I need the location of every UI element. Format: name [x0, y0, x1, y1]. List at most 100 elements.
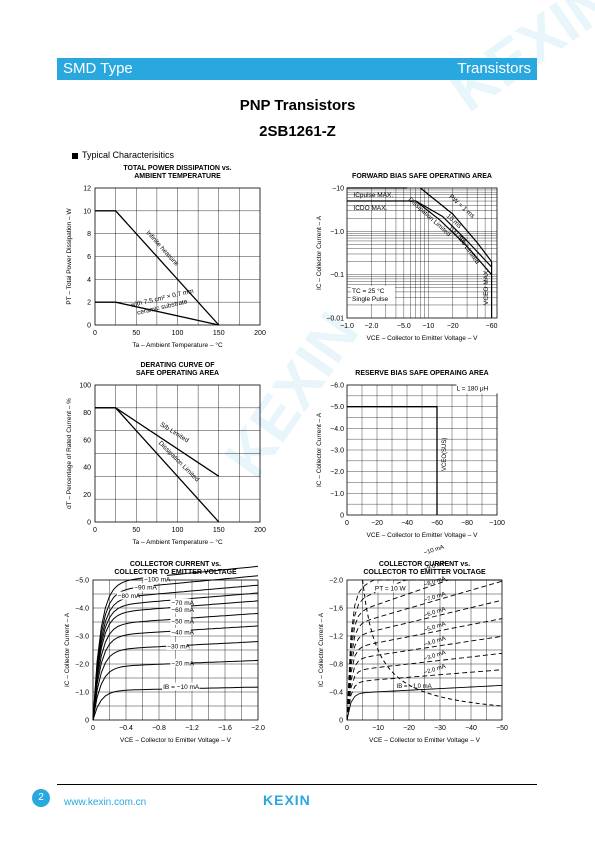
- section-heading-text: Typical Characterisitics: [82, 150, 175, 160]
- label-bg: [374, 583, 405, 593]
- x-tick-label: −20: [403, 725, 415, 732]
- y-tick-label: −1.0: [330, 229, 344, 236]
- y-tick-label: 2: [87, 300, 91, 307]
- curve-label: −6.0 mA: [423, 607, 446, 620]
- part-number: 2SB1261-Z: [259, 123, 336, 140]
- series-line: [95, 407, 220, 523]
- y-tick-label: −5.0: [75, 578, 89, 585]
- curve-label: −8.0 mA: [423, 576, 446, 589]
- y-tick-label: 40: [83, 465, 91, 472]
- y-tick-label: 0: [339, 718, 343, 725]
- curve-label: −100 mA: [144, 576, 171, 583]
- chart-title: AMBIENT TEMPERATURE: [134, 173, 221, 180]
- label-inductance: L = 180 μH: [457, 385, 489, 392]
- curve-label: −60 mA: [171, 607, 194, 614]
- x-tick-label: −5.0: [397, 323, 411, 330]
- series-line: [420, 187, 493, 262]
- y-tick-label: −1.6: [329, 606, 343, 613]
- ic-curve: [346, 684, 503, 721]
- ic-curve: [346, 635, 503, 721]
- x-axis-label: Ta – Ambient Temperature – °C: [132, 538, 223, 546]
- x-tick-label: −80: [461, 520, 473, 527]
- series-line: [347, 406, 438, 515]
- page-title: PNP Transistors: [239, 97, 356, 114]
- chart-reverse-soa: RESERVE BIAS SAFE OPERAING AREA VCE – Col…: [316, 370, 505, 539]
- x-tick-label: 0: [91, 725, 95, 732]
- ic-curve: [346, 579, 502, 721]
- chart-ic-vce-left: COLLECTOR CURRENT vs.COLLECTOR TO EMITTE…: [64, 561, 265, 744]
- chart-title: DERATING CURVE OF: [140, 362, 215, 369]
- label-bg: [170, 605, 191, 614]
- label-icdo: ICDO MAX.: [353, 205, 387, 212]
- x-tick-label: 0: [93, 527, 97, 534]
- header-left: SMD Type: [63, 60, 133, 77]
- y-axis-label: IC – Collector Current – A: [318, 612, 325, 687]
- y-tick-label: −6.0: [330, 383, 344, 390]
- y-tick-label: −2.0: [329, 578, 343, 585]
- label-tc: TC = 25 °C: [352, 287, 385, 295]
- x-tick-label: 200: [254, 527, 266, 534]
- y-tick-label: 80: [83, 410, 91, 417]
- x-tick-label: −2.0: [365, 323, 379, 330]
- power-hyperbola: [362, 579, 503, 707]
- y-tick-label: 0: [87, 520, 91, 527]
- x-axis-label: VCE – Collector to Emitter Voltage – V: [369, 737, 481, 744]
- label-bg: [162, 682, 200, 691]
- label-bg: [116, 591, 138, 600]
- y-tick-label: −0.01: [326, 316, 344, 323]
- footer-url[interactable]: www.kexin.com.cn: [64, 797, 147, 808]
- plot-frame: [346, 187, 498, 319]
- x-tick-label: −60: [486, 323, 498, 330]
- ic-curve: [346, 579, 502, 721]
- series-line: [415, 200, 493, 276]
- y-tick-label: −3.0: [330, 448, 344, 455]
- y-tick-label: −3.0: [75, 634, 89, 641]
- x-tick-label: −60: [431, 520, 443, 527]
- x-tick-label: 50: [132, 330, 140, 337]
- header-banner: SMD Type Transistors: [57, 58, 537, 80]
- x-tick-label: −100: [489, 520, 505, 527]
- label-single-pulse: Single Pulse: [352, 296, 389, 303]
- y-tick-label: −5.0: [330, 404, 344, 411]
- x-tick-label: 100: [172, 330, 184, 337]
- chart-title: COLLECTOR TO EMITTER VOLTAGE: [114, 569, 237, 576]
- x-tick-label: −20: [447, 323, 459, 330]
- y-tick-label: 100: [79, 383, 91, 390]
- curve-label: −30 mA: [167, 644, 190, 651]
- y-tick-label: −0.4: [329, 690, 343, 697]
- curve-label: −7.0 mA: [423, 591, 446, 604]
- chart-power-dissipation: TOTAL POWER DISSIPATION vs.AMBIENT TEMPE…: [66, 165, 266, 349]
- chart-title: FORWARD BIAS SAFE OPERATING AREA: [352, 173, 492, 180]
- ic-curve: [346, 580, 503, 721]
- x-tick-label: −10: [422, 323, 434, 330]
- x-tick-label: 0: [93, 330, 97, 337]
- curve-label: IB = −10 mA: [163, 684, 200, 691]
- label-vceo-sus: VCEO(SUS): [442, 438, 448, 471]
- chart-ic-vce-right: COLLECTOR CURRENT vs.COLLECTOR TO EMITTE…: [318, 545, 508, 744]
- ic-curve: [92, 584, 259, 721]
- chart-title: COLLECTOR CURRENT vs.: [379, 561, 470, 568]
- curve-label: −80 mA: [118, 593, 141, 600]
- chart-title: SAFE OPERATING AREA: [136, 370, 219, 377]
- y-tick-label: 0: [85, 718, 89, 725]
- curve-label: −40 mA: [171, 630, 194, 637]
- y-tick-label: −10: [332, 186, 344, 193]
- label-bg: [170, 628, 191, 636]
- header-right: Transistors: [457, 60, 531, 77]
- y-tick-label: −4.0: [330, 426, 344, 433]
- footer-rule: [57, 784, 537, 785]
- x-tick-label: −20: [371, 520, 383, 527]
- curve-label: −3.0 mA: [423, 650, 446, 663]
- y-tick-label: 20: [83, 492, 91, 499]
- x-axis-label: VCE – Collector to Emitter Voltage – V: [367, 532, 479, 539]
- y-tick-label: −2.0: [75, 662, 89, 669]
- y-axis-label: IC – Collector Current – A: [316, 412, 323, 487]
- label-bg: [170, 616, 191, 625]
- kexin-logo: KEXIN: [263, 792, 311, 808]
- x-tick-label: −30: [434, 725, 446, 732]
- x-axis-label: VCE – Collector to Emitter Voltage – V: [120, 737, 232, 744]
- curve-label: −5.0 mA: [423, 621, 446, 634]
- x-tick-label: 150: [213, 527, 225, 534]
- y-tick-label: −0.8: [329, 662, 343, 669]
